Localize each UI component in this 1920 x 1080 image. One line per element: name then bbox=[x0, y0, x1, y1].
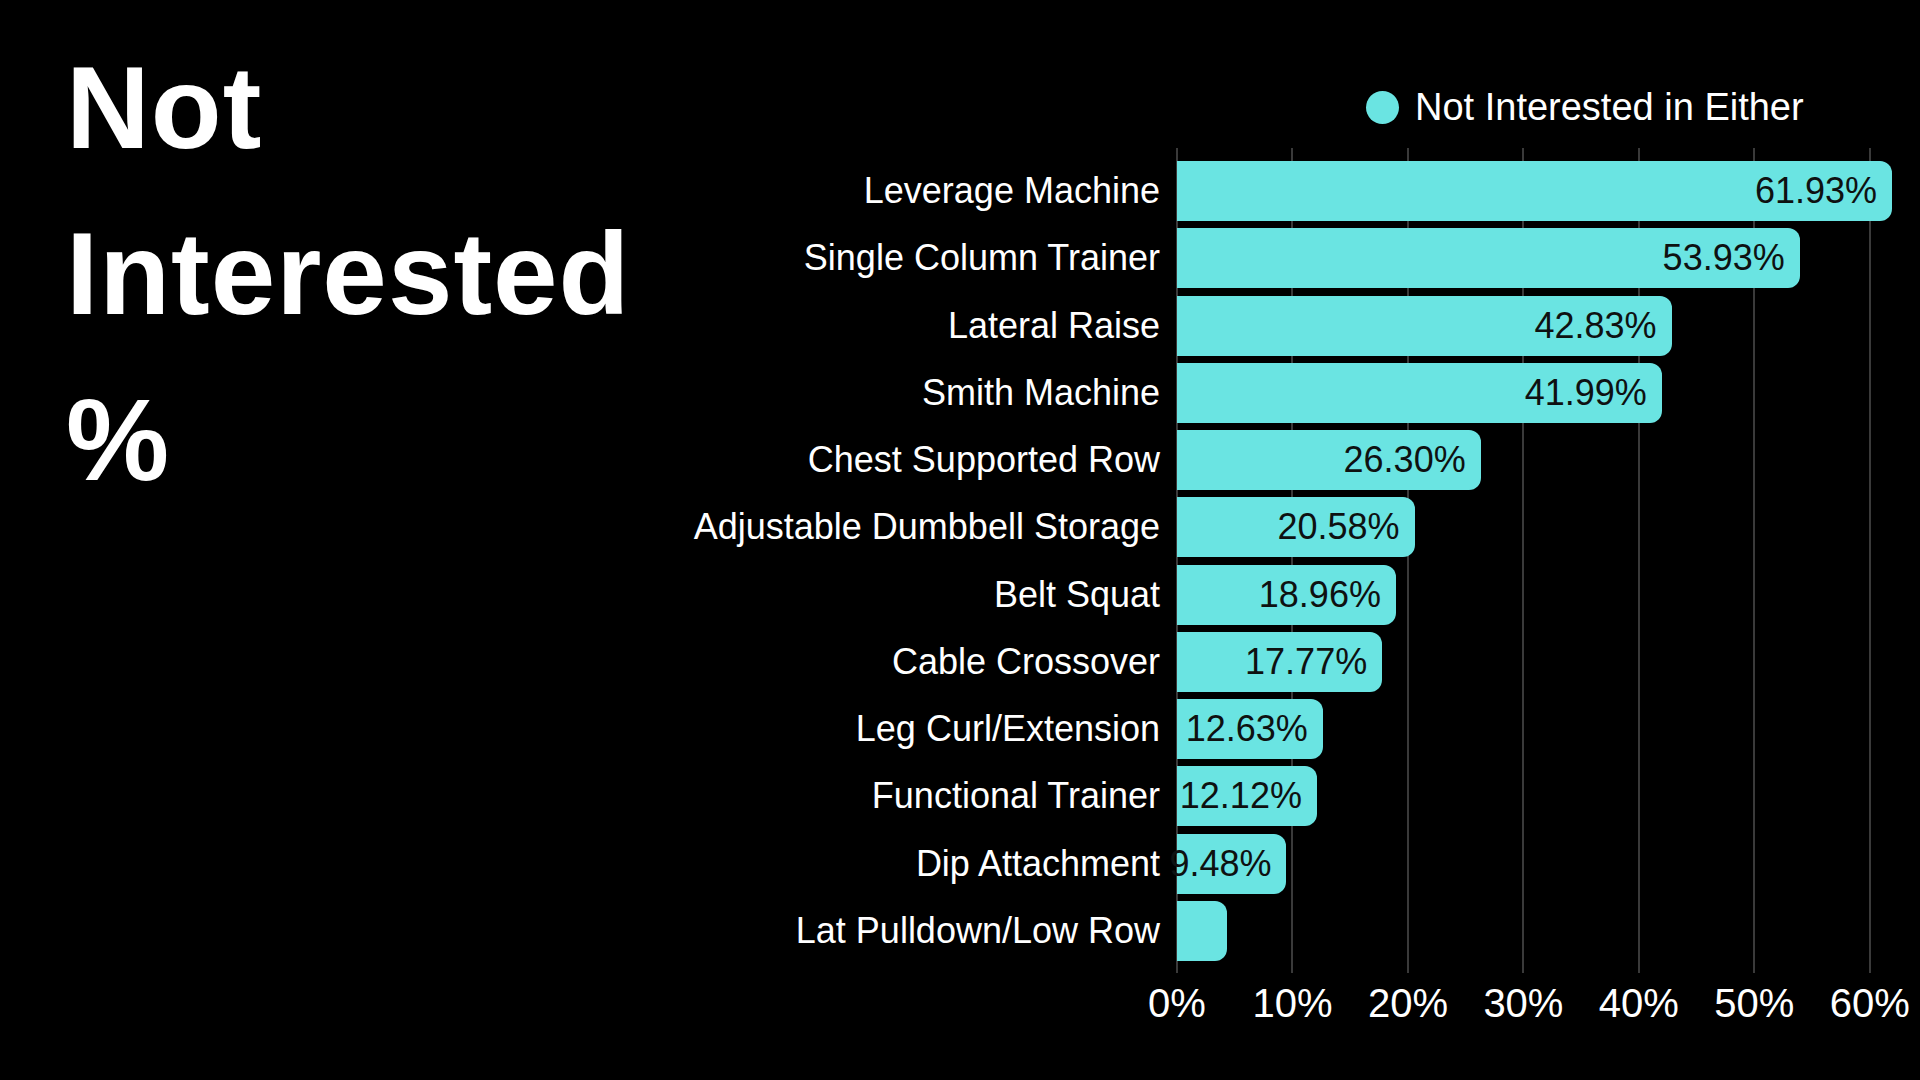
bar-row: Cable Crossover17.77% bbox=[1177, 632, 1903, 692]
bar-value-label: 12.63% bbox=[1186, 708, 1323, 750]
chart-title: Not Interested % bbox=[66, 26, 726, 524]
x-tick-label: 0% bbox=[1148, 981, 1206, 1026]
category-label: Lateral Raise bbox=[948, 296, 1160, 356]
x-tick-label: 20% bbox=[1368, 981, 1448, 1026]
category-label: Leg Curl/Extension bbox=[856, 699, 1160, 759]
category-label: Single Column Trainer bbox=[804, 228, 1160, 288]
x-tick-label: 30% bbox=[1483, 981, 1563, 1026]
legend-label: Not Interested in Either bbox=[1415, 86, 1804, 129]
category-label: Dip Attachment bbox=[916, 834, 1160, 894]
category-label: Adjustable Dumbbell Storage bbox=[694, 497, 1160, 557]
bar-row: Smith Machine41.99% bbox=[1177, 363, 1903, 423]
bar-row: Adjustable Dumbbell Storage20.58% bbox=[1177, 497, 1903, 557]
bar-row: Lateral Raise42.83% bbox=[1177, 296, 1903, 356]
bar-row: Belt Squat18.96% bbox=[1177, 565, 1903, 625]
x-tick-label: 50% bbox=[1714, 981, 1794, 1026]
bar-row: Dip Attachment9.48% bbox=[1177, 834, 1903, 894]
bar-row: Chest Supported Row26.30% bbox=[1177, 430, 1903, 490]
bar: 12.12% bbox=[1177, 766, 1317, 826]
bar: 17.77% bbox=[1177, 632, 1382, 692]
bar-value-label: 53.93% bbox=[1663, 237, 1800, 279]
bar: 12.63% bbox=[1177, 699, 1323, 759]
legend: Not Interested in Either bbox=[1366, 86, 1804, 129]
plot-area: Leverage Machine61.93% Single Column Trai… bbox=[1177, 148, 1903, 973]
x-tick-label: 60% bbox=[1830, 981, 1910, 1026]
bar: 41.99% bbox=[1177, 363, 1662, 423]
chart-canvas: Not Interested % Not Interested in Eithe… bbox=[0, 0, 1920, 1080]
bar-value-label: 18.96% bbox=[1259, 574, 1396, 616]
bar-value-label: 9.48% bbox=[1169, 843, 1286, 885]
bar-row: Lat Pulldown/Low Row bbox=[1177, 901, 1903, 961]
category-label: Smith Machine bbox=[922, 363, 1160, 423]
bar-value-label: 42.83% bbox=[1534, 305, 1671, 347]
category-label: Belt Squat bbox=[994, 565, 1160, 625]
bar-row: Leg Curl/Extension12.63% bbox=[1177, 699, 1903, 759]
x-tick-label: 40% bbox=[1599, 981, 1679, 1026]
category-label: Leverage Machine bbox=[864, 161, 1160, 221]
bar-value-label: 41.99% bbox=[1525, 372, 1662, 414]
bar-value-label: 26.30% bbox=[1344, 439, 1481, 481]
bar-value-label: 61.93% bbox=[1755, 170, 1892, 212]
category-label: Functional Trainer bbox=[872, 766, 1160, 826]
bar: 42.83% bbox=[1177, 296, 1672, 356]
bar: 26.30% bbox=[1177, 430, 1481, 490]
bar: 61.93% bbox=[1177, 161, 1892, 221]
bar-value-label: 17.77% bbox=[1245, 641, 1382, 683]
bar-row: Functional Trainer12.12% bbox=[1177, 766, 1903, 826]
category-label: Chest Supported Row bbox=[808, 430, 1160, 490]
x-tick-label: 10% bbox=[1252, 981, 1332, 1026]
category-label: Lat Pulldown/Low Row bbox=[796, 901, 1160, 961]
bar: 18.96% bbox=[1177, 565, 1396, 625]
bar-value-label: 12.12% bbox=[1180, 775, 1317, 817]
bar-value-label: 20.58% bbox=[1278, 506, 1415, 548]
bar bbox=[1177, 901, 1227, 961]
bar: 20.58% bbox=[1177, 497, 1415, 557]
bar-row: Leverage Machine61.93% bbox=[1177, 161, 1903, 221]
bar: 9.48% bbox=[1177, 834, 1286, 894]
bar: 53.93% bbox=[1177, 228, 1800, 288]
legend-dot-icon bbox=[1366, 91, 1399, 124]
bar-row: Single Column Trainer53.93% bbox=[1177, 228, 1903, 288]
category-label: Cable Crossover bbox=[892, 632, 1160, 692]
